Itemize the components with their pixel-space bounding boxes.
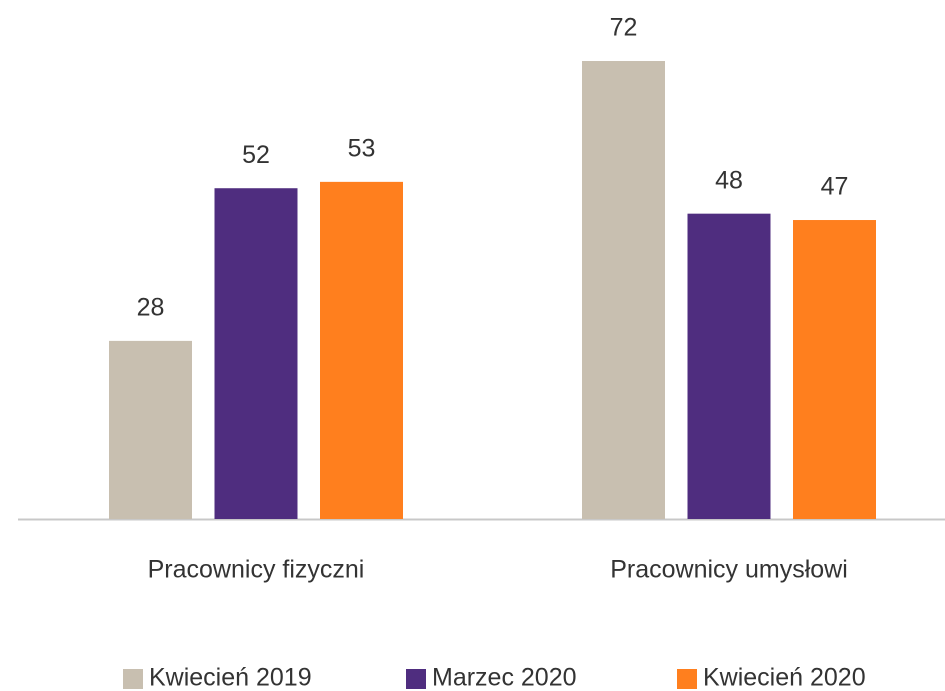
legend-swatch [123,669,143,689]
legend-label: Kwiecień 2020 [703,664,866,691]
bar [214,188,298,519]
value-label: 72 [610,14,638,42]
value-label: 48 [715,166,743,194]
legend-label: Marzec 2020 [432,664,577,691]
bar [793,220,876,519]
value-label: 47 [821,173,849,201]
category-label: Pracownicy fizyczni [148,556,365,584]
value-label: 28 [137,293,165,321]
bar [109,340,192,519]
category-label: Pracownicy umysłowi [610,556,848,584]
bar [582,61,665,519]
legend-swatch [677,669,697,689]
bar [687,213,771,519]
legend-label: Kwiecień 2019 [149,664,312,691]
bar [320,181,403,519]
value-label: 53 [348,134,376,162]
value-label: 52 [242,141,270,169]
legend-swatch [406,669,426,689]
